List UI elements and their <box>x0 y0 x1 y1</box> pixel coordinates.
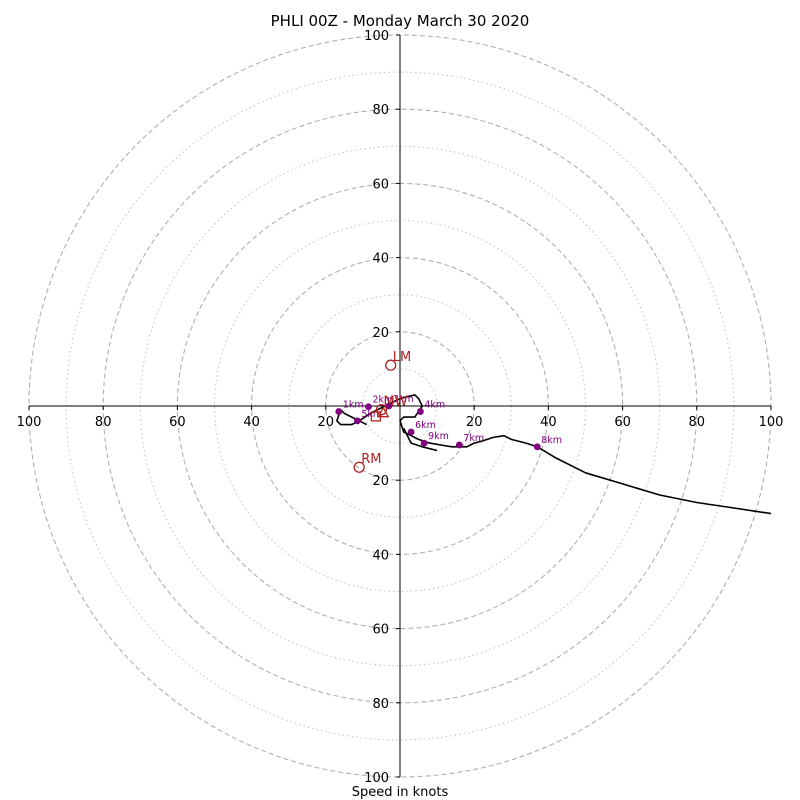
hodograph-trace <box>336 394 772 515</box>
storm-motion-markers: LM RM MW <box>353 350 411 473</box>
storm-motion-label-MW: MW <box>383 395 407 410</box>
height-point-3km <box>385 402 393 410</box>
height-point-1km <box>335 408 343 415</box>
height-point-5km <box>353 417 361 425</box>
x-tick-label: 100 <box>759 415 784 430</box>
y-tick-label: 100 <box>364 771 389 786</box>
height-label-2km: 2km <box>372 395 393 406</box>
height-point-9km <box>420 439 428 447</box>
height-label-8km: 8km <box>541 435 562 446</box>
height-label-1km: 1km <box>343 400 364 411</box>
height-label-4km: 4km <box>424 400 445 411</box>
height-point-8km <box>533 443 541 451</box>
height-label-7km: 7km <box>463 433 484 444</box>
y-tick-label: 80 <box>372 697 389 712</box>
y-tick-label: 60 <box>372 177 389 192</box>
tick-labels: 100 80 60 40 20 20 40 60 80 100 100 80 60 40 20 20 40 60 8… <box>17 29 784 786</box>
y-tick-label: 60 <box>372 623 389 638</box>
y-tick-label: 100 <box>364 29 389 44</box>
x-tick-label: 80 <box>689 415 706 430</box>
x-tick-label: 20 <box>318 415 335 430</box>
axes <box>29 35 771 777</box>
y-tick-label: 20 <box>372 474 389 489</box>
storm-motion-marker-LM <box>385 359 397 371</box>
y-tick-label: 80 <box>372 103 389 118</box>
x-tick-label: 40 <box>540 415 557 430</box>
height-point-7km <box>455 441 463 449</box>
height-label-3km: 3km <box>393 394 414 405</box>
y-tick-label: 20 <box>372 326 389 341</box>
height-label-6km: 6km <box>415 420 436 431</box>
y-tick-label: 40 <box>372 252 389 267</box>
x-tick-label: 60 <box>169 415 186 430</box>
chart-title: PHLI 00Z - Monday March 30 2020 <box>271 12 530 30</box>
y-tick-label: 40 <box>372 548 389 563</box>
storm-motion-triangle-marker <box>377 406 390 418</box>
height-point-4km <box>417 408 424 415</box>
height-point-6km <box>407 428 415 436</box>
x-tick-label: 40 <box>243 415 260 430</box>
height-point-2km <box>365 403 372 411</box>
hodograph-trace-line <box>336 394 772 515</box>
x-tick-label: 60 <box>614 415 631 430</box>
x-tick-label: 80 <box>95 415 112 430</box>
storm-motion-label-LM: LM <box>393 350 411 365</box>
storm-motion-marker-RM <box>353 461 365 473</box>
height-label-9km: 9km <box>428 431 449 442</box>
x-tick-label: 20 <box>466 415 483 430</box>
x-axis-label: Speed in knots <box>352 785 449 800</box>
x-tick-label: 100 <box>17 415 42 430</box>
storm-motion-label-RM: RM <box>361 452 381 467</box>
hodograph-trace-segment <box>402 427 438 452</box>
storm-motion-marker-MW <box>375 404 388 416</box>
